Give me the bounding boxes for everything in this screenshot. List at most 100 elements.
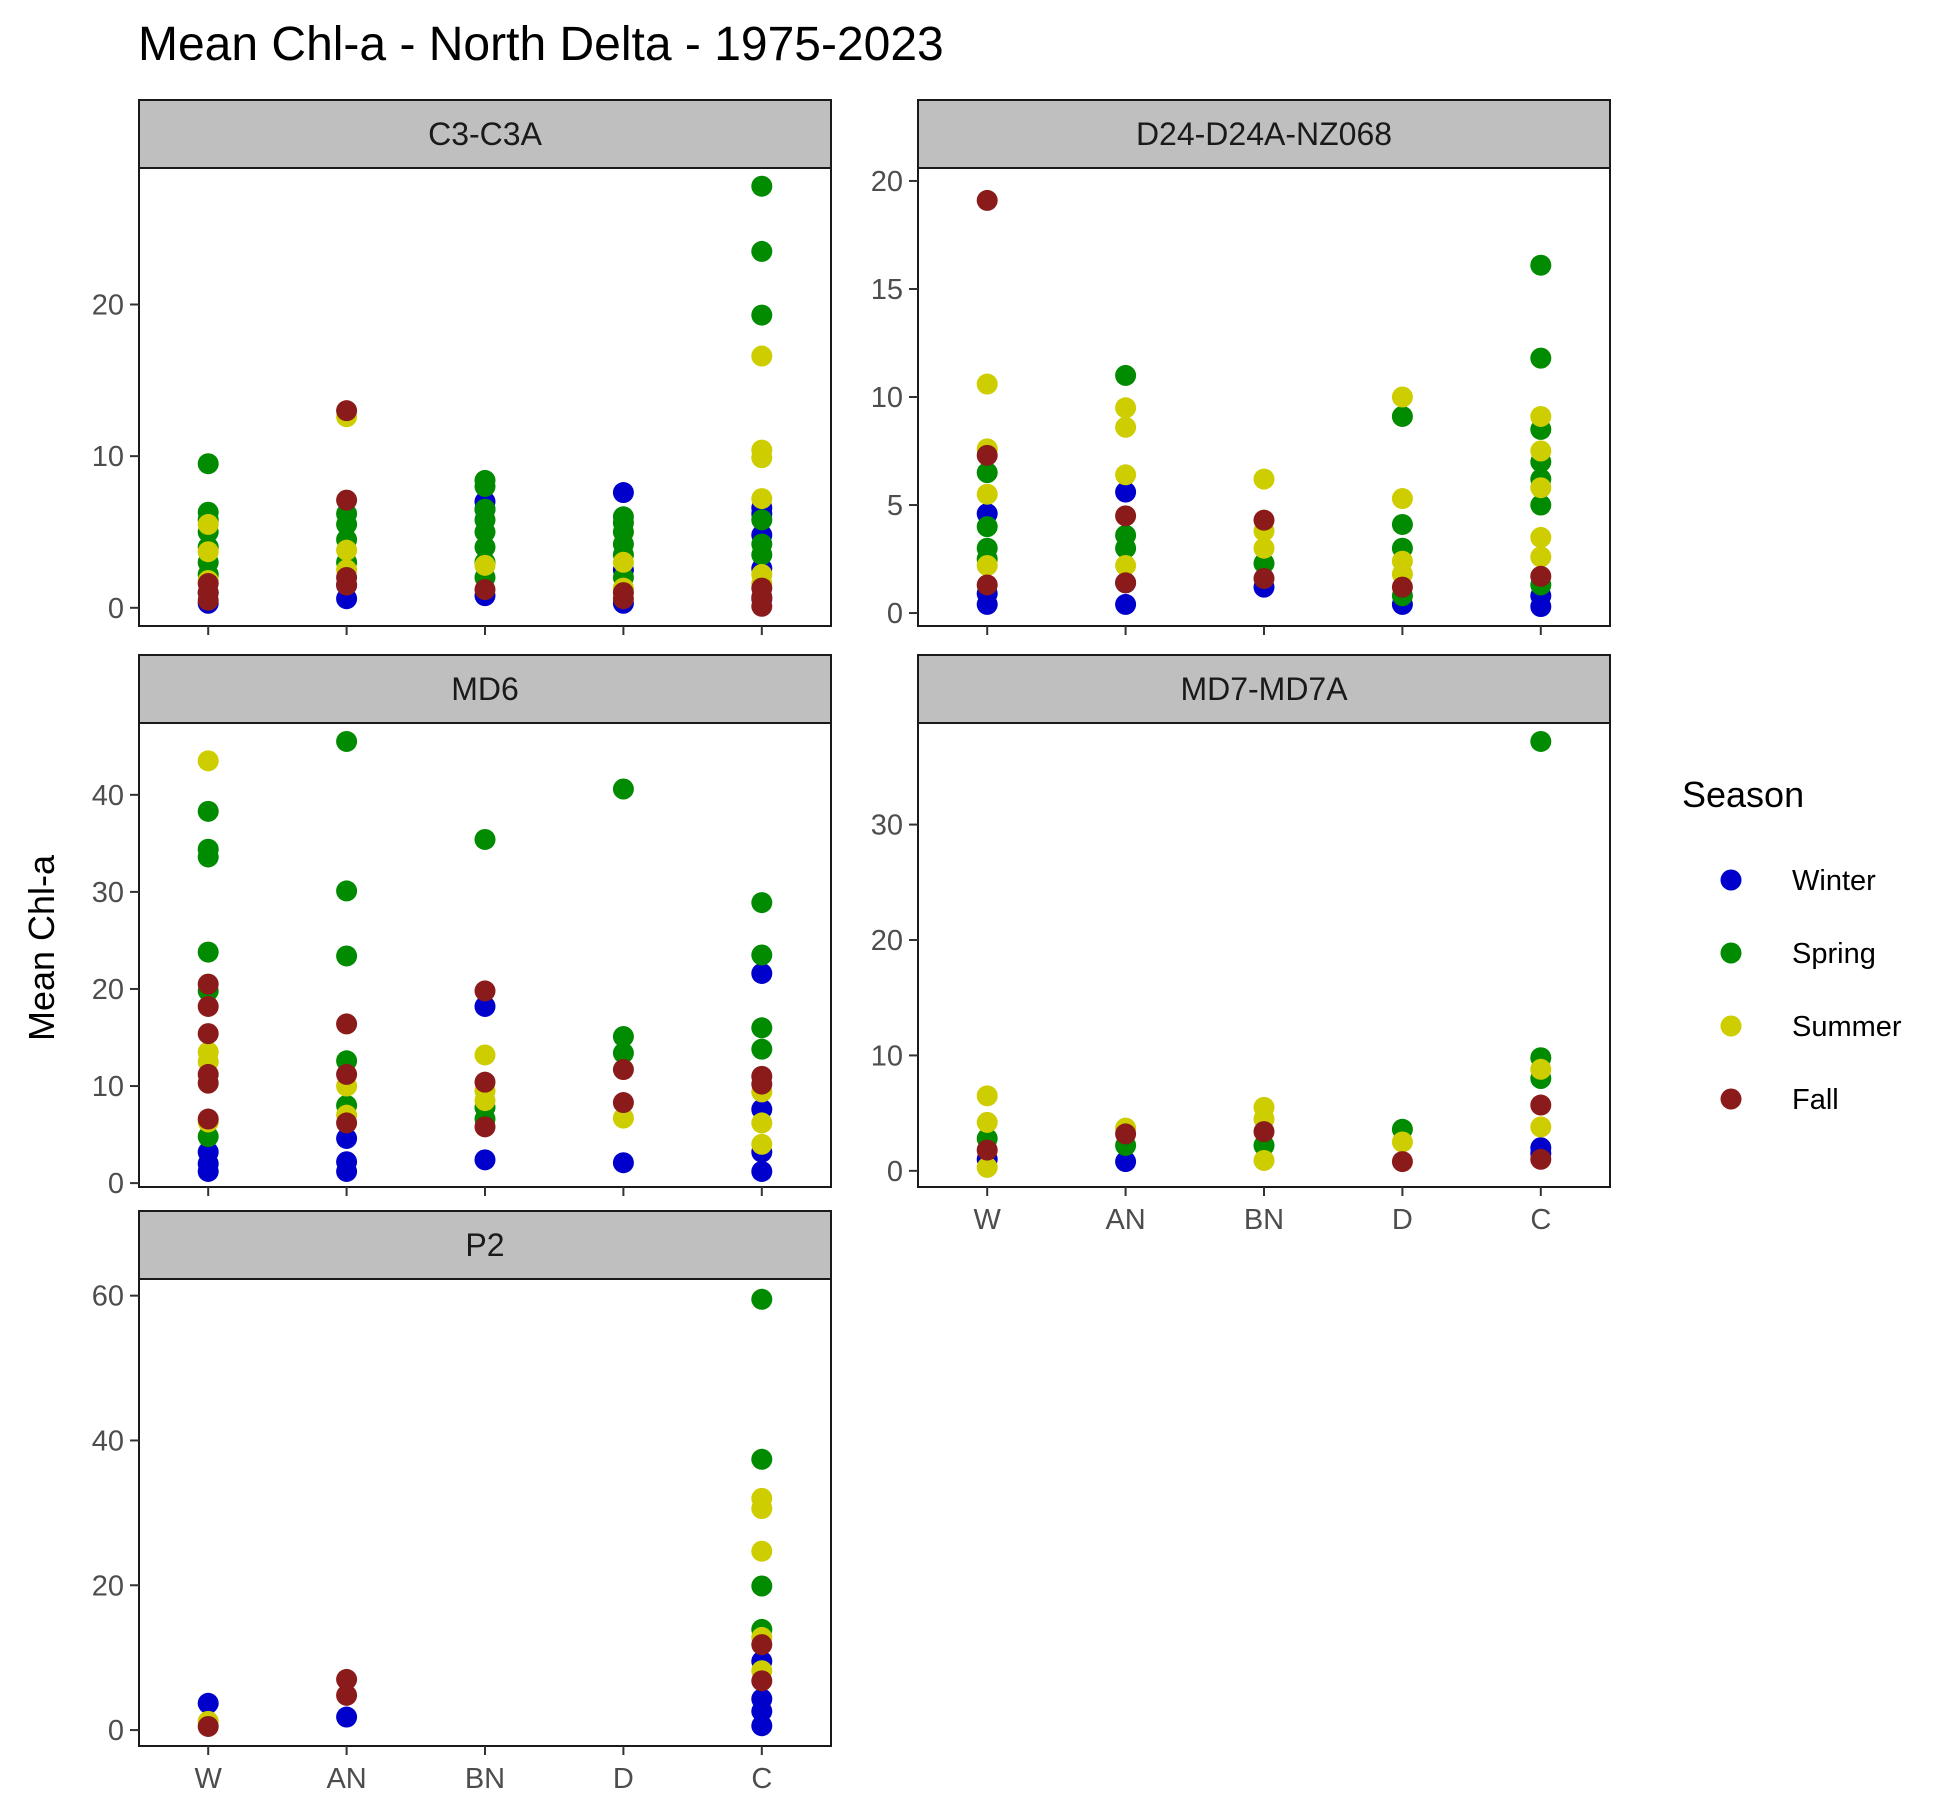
data-point-fall [474, 980, 496, 1002]
data-point-fall [197, 973, 219, 995]
y-tick-label: 10 [92, 441, 124, 473]
data-point-spring [751, 1017, 773, 1039]
data-point-spring [336, 880, 358, 902]
data-point-spring [1530, 494, 1552, 516]
data-point-winter [474, 995, 496, 1017]
data-point-summer [1530, 405, 1552, 427]
data-point-summer [976, 373, 998, 395]
data-point-fall [197, 573, 219, 595]
data-point-fall [1391, 1151, 1413, 1173]
data-point-winter [751, 962, 773, 984]
data-point-summer [1115, 416, 1137, 438]
x-tick-label: C [751, 1763, 772, 1795]
data-point-fall [751, 1634, 773, 1656]
data-point-summer [976, 483, 998, 505]
data-point-summer [1530, 477, 1552, 499]
facet-panel-p2: P2 0 20 40 60 W AN BN D C [92, 1210, 832, 1795]
data-point-fall [197, 995, 219, 1017]
panel-area [138, 1278, 832, 1747]
data-point-fall [336, 1013, 358, 1035]
data-point-winter [197, 1692, 219, 1714]
data-point-summer [474, 1044, 496, 1066]
data-point-spring [1391, 513, 1413, 535]
y-tick-label: 0 [108, 593, 124, 625]
legend-key-fall [1720, 1088, 1742, 1110]
legend-key-winter [1720, 869, 1742, 891]
y-tick-label: 10 [871, 382, 903, 414]
data-point-spring [197, 453, 219, 475]
y-tick-label: 20 [92, 289, 124, 321]
facet-panel-md7-md7a: MD7-MD7A 0 10 20 30 W AN BN D C [871, 654, 1611, 1236]
data-point-summer [751, 1112, 773, 1134]
data-point-winter [336, 1151, 358, 1173]
data-point-winter [751, 1688, 773, 1710]
data-point-summer [197, 750, 219, 772]
data-point-fall [976, 189, 998, 211]
data-point-summer [751, 1540, 773, 1562]
data-point-spring [1253, 552, 1275, 574]
x-tick-label: C [1530, 1204, 1551, 1236]
data-point-spring [474, 498, 496, 520]
data-point-summer [976, 555, 998, 577]
y-tick-label: 0 [108, 1715, 124, 1747]
data-point-fall [1115, 505, 1137, 527]
data-point-fall [1253, 509, 1275, 531]
x-tick-label: BN [1244, 1204, 1284, 1236]
y-tick-label: 30 [871, 810, 903, 842]
legend: Season Winter Spring Summer Fall [1682, 774, 1902, 1116]
data-point-spring [751, 944, 773, 966]
data-point-fall [751, 577, 773, 599]
facet-strip-label: D24-D24A-NZ068 [1136, 116, 1392, 152]
data-point-spring [474, 828, 496, 850]
data-point-summer [751, 1487, 773, 1509]
data-point-fall [751, 1670, 773, 1692]
y-tick-label: 20 [871, 925, 903, 957]
y-tick-label: 40 [92, 1425, 124, 1457]
data-point-spring [1530, 730, 1552, 752]
data-point-summer [1115, 555, 1137, 577]
data-point-summer [1115, 397, 1137, 419]
y-tick-label: 10 [871, 1040, 903, 1072]
data-point-summer [976, 1085, 998, 1107]
data-point-winter [1115, 481, 1137, 503]
data-point-spring [197, 838, 219, 860]
data-point-fall [1253, 1121, 1275, 1143]
data-point-fall [336, 489, 358, 511]
data-point-spring [751, 175, 773, 197]
data-point-fall [336, 1668, 358, 1690]
facet-strip [138, 99, 832, 169]
x-tick-label: D [613, 1763, 634, 1795]
data-point-fall [751, 1065, 773, 1087]
facet-panel-md6: MD6 0 10 20 30 40 [92, 654, 832, 1200]
data-point-winter [612, 482, 634, 504]
data-point-spring [751, 1448, 773, 1470]
data-point-summer [1115, 464, 1137, 486]
facet-strip-label: MD7-MD7A [1180, 671, 1348, 707]
data-point-summer [612, 1107, 634, 1129]
data-point-fall [336, 1112, 358, 1134]
data-point-fall [1115, 1123, 1137, 1145]
data-point-summer [751, 345, 773, 367]
data-point-summer [612, 551, 634, 573]
data-point-summer [751, 439, 773, 461]
data-point-spring [751, 533, 773, 555]
facet-strip [917, 654, 1611, 724]
data-point-fall [197, 1715, 219, 1737]
data-point-summer [336, 539, 358, 561]
data-point-fall [1253, 567, 1275, 589]
data-point-summer [1391, 1131, 1413, 1153]
data-point-fall [612, 582, 634, 604]
data-point-summer [1530, 526, 1552, 548]
data-point-summer [197, 541, 219, 563]
data-point-spring [976, 462, 998, 484]
y-tick-label: 20 [92, 1570, 124, 1602]
data-point-fall [1115, 572, 1137, 594]
data-point-spring [612, 1026, 634, 1048]
data-point-winter [751, 1160, 773, 1182]
data-point-spring [976, 537, 998, 559]
x-tick-label: AN [326, 1763, 366, 1795]
data-point-spring [197, 800, 219, 822]
data-point-summer [1253, 468, 1275, 490]
y-tick-label: 0 [887, 1156, 903, 1188]
data-point-fall [612, 1059, 634, 1081]
